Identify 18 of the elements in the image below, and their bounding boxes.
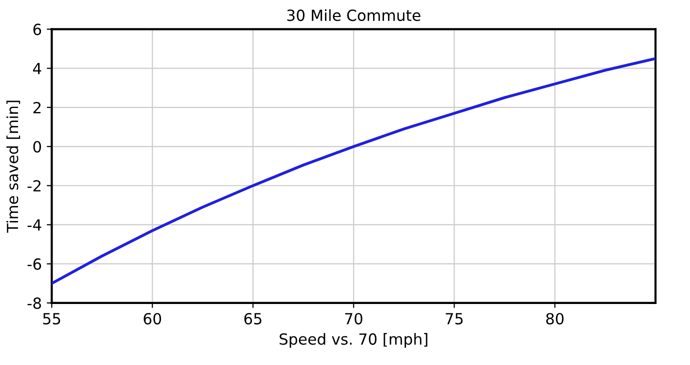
x-tick-label: 60	[144, 312, 162, 324]
y-tick-label: 4	[33, 62, 42, 74]
y-tick-label: -4	[28, 219, 42, 231]
y-tick-label: -6	[28, 258, 42, 270]
x-tick-label: 75	[446, 313, 463, 324]
x-axis-title: Speed vs. 70 [mph]	[280, 333, 428, 348]
y-tick-label: 0	[33, 140, 42, 153]
x-tick-label: 65	[244, 312, 262, 324]
x-tick-label: 70	[345, 312, 362, 324]
x-tick-label: 55	[43, 313, 60, 324]
y-tick-label: 2	[33, 102, 40, 114]
y-tick-label: -8	[28, 297, 41, 309]
x-tick-label: 80	[546, 312, 564, 324]
y-tick-label: -2	[28, 180, 40, 192]
chart-title: 30 Mile Commute	[287, 9, 420, 22]
y-tick-label: 6	[33, 24, 42, 36]
line-series	[52, 57, 656, 285]
y-axis-title: Time saved [min]	[6, 100, 20, 233]
